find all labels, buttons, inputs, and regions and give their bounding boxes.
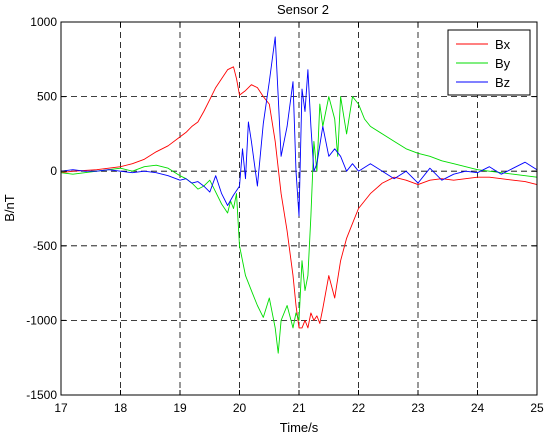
x-tick-label: 23 <box>411 401 425 415</box>
legend: Bx By Bz <box>447 29 531 96</box>
series-layer <box>60 36 538 354</box>
axis-ticks: 17 18 19 20 21 22 23 24 25 -1500 -1000 -500 0 500 1000 <box>26 15 544 415</box>
x-tick-label: 22 <box>352 401 366 415</box>
y-tick-label: 0 <box>50 164 57 178</box>
grid <box>61 22 537 395</box>
x-tick-label: 18 <box>114 401 128 415</box>
y-tick-label: -500 <box>33 239 57 253</box>
x-tick-label: 21 <box>292 401 306 415</box>
y-tick-label: -1000 <box>26 313 57 327</box>
series-line-bx <box>60 66 538 329</box>
series-line-bz <box>60 36 538 217</box>
chart-title: Sensor 2 <box>277 2 329 17</box>
x-axis-label: Time/s <box>280 420 319 435</box>
y-tick-label: 500 <box>37 90 57 104</box>
x-tick-label: 17 <box>54 401 68 415</box>
y-axis-label: B/nT <box>2 194 17 222</box>
x-tick-label: 19 <box>173 401 187 415</box>
legend-label-bz: Bz <box>495 75 510 90</box>
x-tick-label: 20 <box>233 401 247 415</box>
legend-label-by: By <box>495 56 511 71</box>
y-tick-label: -1500 <box>26 388 57 402</box>
legend-label-bx: Bx <box>495 37 511 52</box>
series-line-by <box>60 96 538 354</box>
y-tick-label: 1000 <box>30 15 57 29</box>
x-tick-label: 24 <box>471 401 485 415</box>
x-tick-label: 25 <box>530 401 544 415</box>
